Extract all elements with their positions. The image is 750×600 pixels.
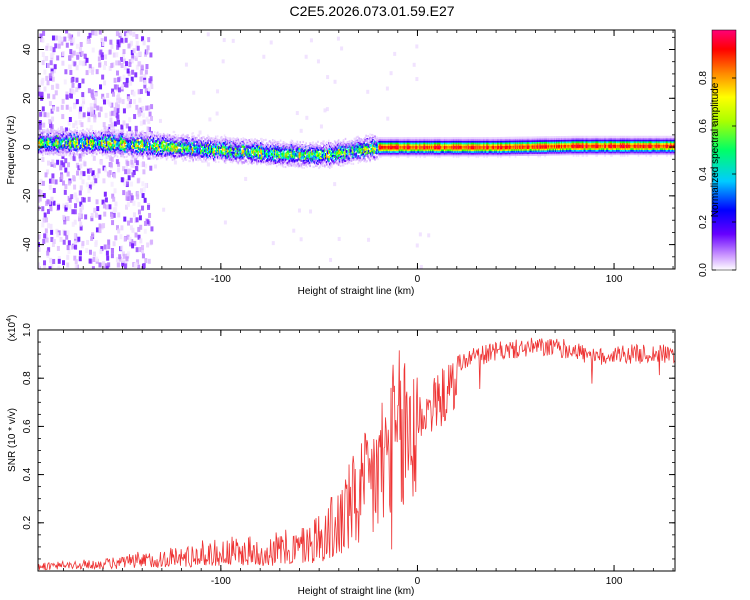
snr-ytick-label: 0.2 <box>22 515 33 529</box>
colorbar: 0.0 0.2 0.4 0.6 0.8 Normalized spectral ampl… <box>698 29 737 277</box>
snr-xtick-label: 0 <box>415 576 421 587</box>
spectrogram-ytick-label: 0 <box>22 144 33 150</box>
spectrogram-xlabel: Height of straight line (km) <box>298 286 415 297</box>
spectrogram-panel: -100 0 100 -40 -20 0 20 40 Height of straight l… <box>6 29 676 297</box>
spectrogram-heatmap <box>38 30 675 269</box>
spectrogram-ytick-label: -40 <box>22 237 33 252</box>
snr-axes: -100 0 100 0.2 0.4 0.6 0.8 1.0 <box>22 323 675 587</box>
snr-xtick-label: 100 <box>606 576 623 587</box>
colorbar-tick-label: 0.4 <box>698 167 709 181</box>
snr-line <box>38 337 675 571</box>
spectrogram-xtick-label: 100 <box>606 274 623 285</box>
colorbar-gradient <box>711 29 737 271</box>
snr-ytick-label: 0.4 <box>22 467 33 481</box>
colorbar-label: Normalized spectral amplitude <box>710 82 721 217</box>
snr-xtick-label: -100 <box>211 576 231 587</box>
snr-frame <box>37 329 676 572</box>
snr-ylabel: SNR (10 * v/v) <box>7 408 18 472</box>
spectrogram-axes: -100 0 100 -40 -20 0 20 40 <box>22 30 675 285</box>
colorbar-tick-label: 0.0 <box>698 263 709 277</box>
snr-xlabel: Height of straight line (km) <box>298 586 415 597</box>
spectrogram-ytick-label: 20 <box>22 92 33 104</box>
spectrogram-ytick-label: -20 <box>22 188 33 203</box>
colorbar-tick-label: 0.6 <box>698 119 709 133</box>
colorbar-tick-label: 0.8 <box>698 71 709 85</box>
spectrogram-xtick-label: 0 <box>415 274 421 285</box>
colorbar-ticks: 0.0 0.2 0.4 0.6 0.8 <box>698 71 736 277</box>
snr-panel: -100 0 100 0.2 0.4 0.6 0.8 1.0 Height of straig… <box>6 315 676 597</box>
spectrogram-ylabel: Frequency (Hz) <box>6 116 17 185</box>
snr-ytick-label: 1.0 <box>22 323 33 337</box>
snr-ytick-label: 0.8 <box>22 371 33 385</box>
spectrogram-xtick-label: -100 <box>211 274 231 285</box>
spectrogram-frame <box>37 29 676 270</box>
snr-scale-label: (x104) <box>6 315 18 342</box>
spectrogram-ytick-label: 40 <box>22 44 33 56</box>
colorbar-tick-label: 0.2 <box>698 215 709 229</box>
snr-ytick-label: 0.6 <box>22 419 33 433</box>
figure-title: C2E5.2026.073.01.59.E27 <box>289 3 454 19</box>
snr-series <box>38 337 675 571</box>
